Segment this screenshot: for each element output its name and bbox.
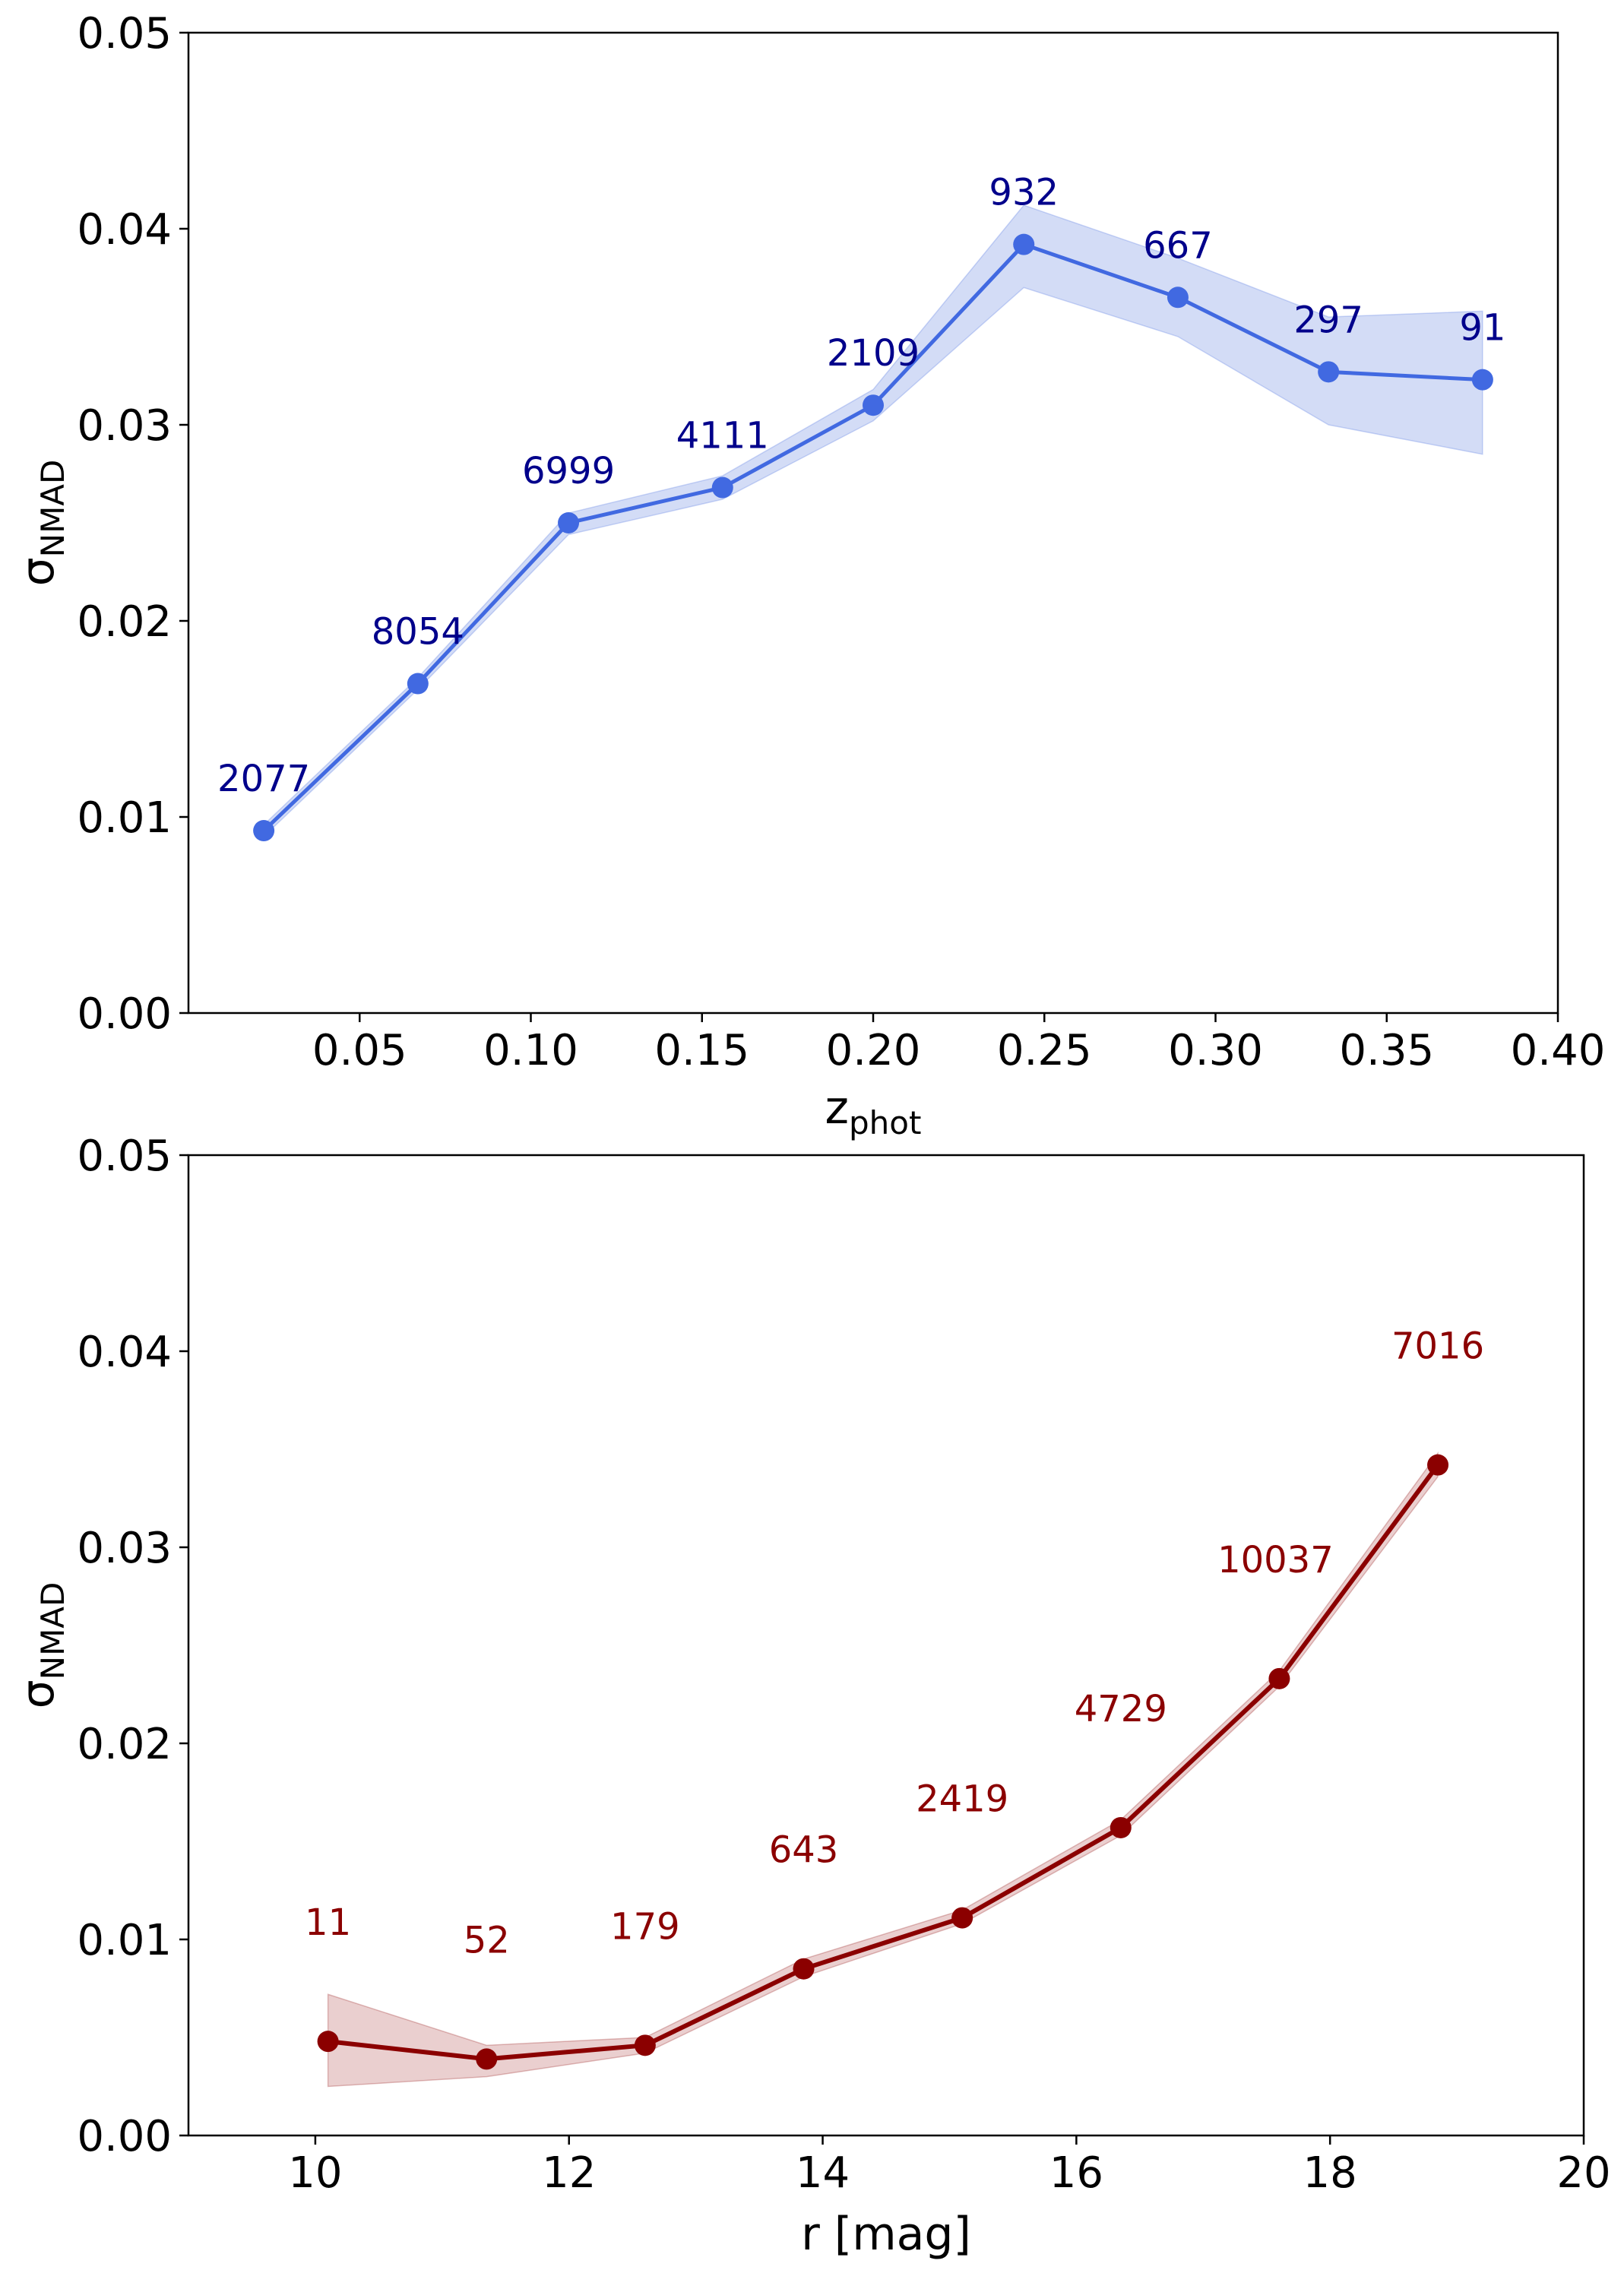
bottom-chart-xlabel: r [mag] — [801, 2208, 971, 2261]
top-chart-xlabel: zphot — [825, 1081, 922, 1141]
bottom-chart-count-label: 7016 — [1391, 1325, 1484, 1368]
bottom-chart-ytick-label: 0.02 — [77, 1720, 172, 1769]
top-chart-point — [1013, 233, 1035, 255]
top-chart-count-label: 932 — [989, 172, 1059, 214]
top-chart-point — [1318, 361, 1340, 383]
bottom-chart-point — [1268, 1667, 1290, 1689]
bottom-chart-ytick-label: 0.04 — [77, 1328, 172, 1377]
bottom-chart-point — [476, 2048, 498, 2070]
top-chart-ytick-label: 0.05 — [77, 9, 172, 59]
bottom-chart-series-line — [328, 1463, 1440, 2062]
top-chart-point — [863, 394, 884, 416]
top-chart-count-label: 2077 — [217, 758, 310, 800]
bottom-chart-xtick-label: 20 — [1556, 2148, 1610, 2198]
top-chart-count-label: 8054 — [372, 611, 464, 654]
top-chart-xtick-label: 0.40 — [1511, 1026, 1606, 1075]
top-chart-count-label: 2109 — [827, 332, 920, 375]
top-chart-frame — [187, 31, 1559, 1015]
bottom-chart-xtick-label: 14 — [796, 2148, 850, 2198]
bottom-chart-point — [1110, 1816, 1132, 1838]
bottom-chart-count-label: 52 — [464, 1919, 510, 1961]
bottom-chart-ytick-label: 0.03 — [77, 1524, 172, 1573]
bottom-chart-point — [1427, 1454, 1449, 1476]
top-chart-ytick-label: 0.00 — [77, 989, 172, 1039]
top-chart-xtick-label: 0.10 — [483, 1026, 578, 1075]
bottom-chart-ytick-label: 0.00 — [77, 2112, 172, 2161]
top-chart-point — [1167, 287, 1189, 309]
bottom-chart-count-label: 4729 — [1075, 1688, 1167, 1730]
top-chart-ytick-label: 0.02 — [77, 597, 172, 647]
bottom-chart-xtick-label: 16 — [1049, 2148, 1103, 2198]
top-chart-xtick-label: 0.25 — [997, 1026, 1092, 1075]
bottom-chart-xtick-label: 10 — [288, 2148, 342, 2198]
bottom-chart-frame — [187, 1154, 1585, 2137]
top-chart-xtick-label: 0.35 — [1339, 1026, 1434, 1075]
top-chart-count-label: 667 — [1143, 224, 1213, 267]
bottom-chart-count-label: 10037 — [1217, 1539, 1334, 1581]
top-chart-count-label: 6999 — [522, 450, 615, 492]
top-chart-count-label: 297 — [1293, 299, 1363, 341]
bottom-chart-rmag: 11 52 179 643 2419 4729 10037 7016 10 12 14 16 18 20… — [11, 1132, 1611, 2261]
bottom-chart-point — [951, 1907, 973, 1929]
top-chart-xtick-label: 0.15 — [654, 1026, 749, 1075]
top-chart-point — [711, 476, 733, 499]
bottom-chart-ylabel: σNMAD — [11, 1582, 71, 1709]
bottom-chart-ytick-label: 0.05 — [77, 1132, 172, 1181]
bottom-chart-count-label: 2419 — [916, 1778, 1008, 1821]
top-chart-point — [407, 673, 429, 695]
bottom-chart-point — [317, 2031, 339, 2053]
top-chart-xtick-label: 0.30 — [1168, 1026, 1263, 1075]
top-chart-ytick-label: 0.01 — [77, 793, 172, 843]
top-chart-xtick-label: 0.20 — [826, 1026, 921, 1075]
bottom-chart-xtick-label: 12 — [542, 2148, 596, 2198]
bottom-chart-point — [634, 2034, 656, 2056]
top-chart-ylabel: σNMAD — [11, 460, 71, 587]
top-chart-count-label: 91 — [1459, 307, 1505, 350]
bottom-chart-xtick-label: 18 — [1303, 2148, 1357, 2198]
top-chart-error-band — [263, 204, 1483, 838]
top-chart-point — [558, 512, 580, 533]
bottom-chart-count-label: 179 — [610, 1905, 680, 1948]
top-chart-zphot: 2077 8054 6999 4111 2109 932 667 297 91 0.05 0.10… — [11, 9, 1605, 1141]
top-chart-point — [1471, 369, 1493, 391]
top-chart-xtick-label: 0.05 — [312, 1026, 407, 1075]
top-chart-ytick-label: 0.04 — [77, 205, 172, 255]
bottom-chart-error-band — [327, 1451, 1439, 2088]
bottom-chart-count-label: 11 — [305, 1901, 351, 1944]
top-chart-ytick-label: 0.03 — [77, 401, 172, 451]
top-chart-point — [253, 820, 275, 842]
bottom-chart-ytick-label: 0.01 — [77, 1916, 172, 1965]
bottom-chart-point — [793, 1958, 815, 1980]
bottom-chart-count-label: 643 — [769, 1829, 839, 1872]
top-chart-count-label: 4111 — [676, 415, 769, 457]
